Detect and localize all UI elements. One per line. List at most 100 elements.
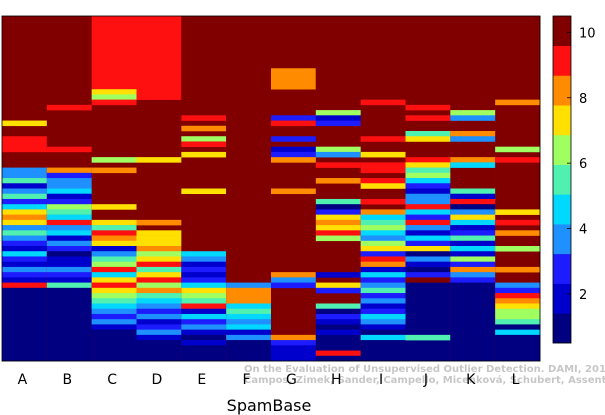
heatmap-cell-I-29 — [360, 313, 406, 320]
x-axis-title: SpamBase — [227, 396, 312, 415]
heatmap-cell-F-5 — [226, 308, 272, 315]
heatmap-cell-D-19 — [136, 313, 182, 320]
heatmap-cell-I-19 — [360, 261, 406, 268]
heatmap-cell-C-24 — [91, 308, 137, 315]
heatmap-cell-D-5 — [136, 235, 182, 247]
heatmap-cell-J-15 — [405, 209, 451, 215]
heatmap-cell-K-4 — [450, 136, 496, 142]
heatmap-cell-J-5 — [405, 157, 451, 163]
heatmap-cell-H-13 — [315, 225, 361, 231]
heatmap-cell-H-9 — [315, 204, 361, 210]
heatmap-cell-H-21 — [315, 313, 361, 320]
heatmap-cell-E-15 — [181, 293, 227, 299]
heatmap-cell-A-20 — [2, 256, 48, 262]
heatmap-cell-J-1 — [405, 104, 451, 111]
heatmap-cell-A-22 — [2, 266, 48, 273]
heatmap-cell-B-7 — [46, 188, 92, 195]
heatmap-cell-K-0 — [450, 16, 496, 111]
heatmap-cell-A-12 — [2, 214, 48, 221]
heatmap-cell-E-16 — [181, 298, 227, 304]
heatmap-cell-D-12 — [136, 277, 182, 283]
heatmap-cell-G-8 — [271, 188, 317, 195]
heatmap-cell-F-8 — [226, 324, 272, 330]
heatmap-cell-A-5 — [2, 178, 48, 184]
heatmap-cell-J-7 — [405, 167, 451, 174]
heatmap-cell-D-25 — [136, 345, 182, 362]
heatmap-cell-J-16 — [405, 214, 451, 221]
heatmap-cell-B-3 — [46, 167, 92, 174]
heatmap-cell-J-2 — [405, 115, 451, 121]
heatmap-cell-B-13 — [46, 219, 92, 226]
heatmap-cell-G-7 — [271, 157, 317, 163]
heatmap-cell-C-6 — [91, 204, 137, 210]
heatmap-cell-D-2 — [136, 157, 182, 163]
heatmap-cell-B-20 — [46, 256, 92, 262]
heatmap-cell-L-15 — [495, 313, 541, 320]
heatmap-cell-K-19 — [450, 251, 496, 257]
heatmap-cell-I-17 — [360, 251, 406, 257]
heatmap-cell-A-7 — [2, 188, 48, 195]
heatmap-cell-C-9 — [91, 230, 137, 236]
heatmap-cell-A-6 — [2, 183, 48, 189]
heatmap-plot-area — [2, 16, 541, 362]
heatmap-cell-B-8 — [46, 193, 92, 200]
heatmap-cell-H-5 — [315, 151, 361, 158]
heatmap-cell-B-25 — [46, 282, 92, 289]
colorbar-bin-7 — [553, 105, 571, 136]
colorbar-bin-9 — [553, 45, 571, 76]
heatmap-cell-I-12 — [360, 225, 406, 231]
heatmap-cell-A-21 — [2, 261, 48, 268]
heatmap-cell-D-4 — [136, 230, 182, 236]
heatmap-cell-A-10 — [2, 204, 48, 210]
heatmap-cell-K-7 — [450, 188, 496, 195]
heatmap-cell-K-10 — [450, 204, 496, 210]
heatmap-cell-K-16 — [450, 235, 496, 242]
heatmap-cell-D-3 — [136, 219, 182, 226]
heatmap-cell-D-16 — [136, 298, 182, 304]
heatmap-cell-E-2 — [181, 125, 227, 132]
heatmap-cell-I-7 — [360, 183, 406, 189]
heatmap-cell-I-4 — [360, 162, 406, 168]
heatmap-cell-C-0 — [91, 16, 137, 90]
heatmap-cell-J-22 — [405, 246, 451, 252]
heatmap-cell-B-2 — [46, 146, 92, 153]
heatmap-cell-K-13 — [450, 219, 496, 226]
heatmap-cell-D-10 — [136, 266, 182, 273]
heatmap-cell-B-9 — [46, 198, 92, 205]
heatmap-cell-K-24 — [450, 277, 496, 283]
heatmap-cell-A-25 — [2, 282, 48, 289]
colorbar-bin-4 — [553, 194, 571, 225]
heatmap-cell-J-19 — [405, 230, 451, 236]
heatmap-cell-J-6 — [405, 162, 451, 168]
heatmap-cell-L-6 — [495, 230, 541, 236]
heatmap-cell-L-7 — [495, 246, 541, 252]
heatmap-cell-J-11 — [405, 188, 451, 195]
heatmap-cell-J-17 — [405, 219, 451, 226]
heatmap-cell-E-23 — [181, 334, 227, 341]
heatmap-cell-G-1 — [271, 68, 317, 90]
heatmap-cell-C-16 — [91, 266, 137, 273]
heatmap-cell-C-3 — [91, 99, 137, 106]
heatmap-cell-I-27 — [360, 303, 406, 310]
heatmap-cell-L-19 — [495, 334, 541, 362]
heatmap-cell-C-5 — [91, 167, 137, 174]
heatmap-cell-A-3 — [2, 162, 48, 168]
colorbar — [552, 15, 572, 344]
heatmap-cell-I-5 — [360, 167, 406, 174]
heatmap-cell-E-6 — [181, 188, 227, 195]
heatmap-cell-H-27 — [315, 350, 361, 357]
colorbar-bin-10 — [553, 16, 571, 47]
heatmap-cell-J-23 — [405, 251, 451, 257]
heatmap-cell-I-31 — [360, 324, 406, 330]
heatmap-cell-L-2 — [495, 146, 541, 153]
heatmap-cell-B-26 — [46, 287, 92, 362]
heatmap-cell-E-13 — [181, 282, 227, 289]
heatmap-cell-D-0 — [136, 16, 182, 90]
heatmap-cell-F-12 — [226, 345, 272, 362]
heatmap-cell-B-1 — [46, 104, 92, 111]
heatmap-cell-A-8 — [2, 193, 48, 200]
heatmap-cell-I-0 — [360, 16, 406, 100]
heatmap-cell-F-0 — [226, 16, 272, 283]
heatmap-cell-E-7 — [181, 251, 227, 257]
heatmap-cell-C-20 — [91, 287, 137, 294]
